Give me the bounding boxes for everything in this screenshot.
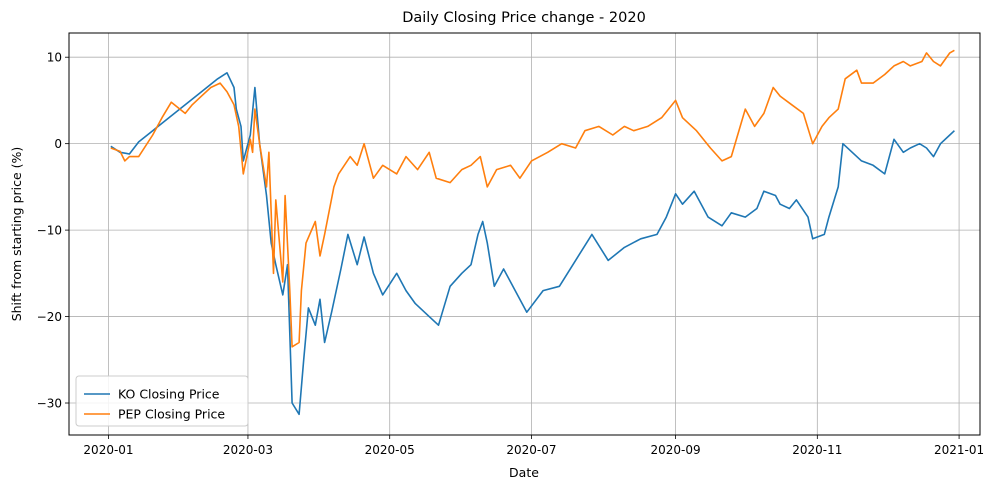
legend-label-pep: PEP Closing Price xyxy=(118,407,225,422)
x-tick-label: 2020-11 xyxy=(792,443,842,457)
series-line-pep xyxy=(110,49,955,348)
x-tick-label: 2020-09 xyxy=(650,443,700,457)
legend-label-ko: KO Closing Price xyxy=(118,387,220,402)
chart-title: Daily Closing Price change - 2020 xyxy=(402,10,646,26)
y-tick-label: −10 xyxy=(37,224,62,238)
legend: KO Closing Price PEP Closing Price xyxy=(75,375,249,427)
axis-ticks: 2020-01 2020-03 2020-05 2020-07 2020-09 2020-… xyxy=(37,51,984,457)
y-tick-label: −20 xyxy=(37,310,62,324)
x-tick-label: 2021-01 xyxy=(934,443,984,457)
y-tick-label: 0 xyxy=(54,137,62,151)
x-tick-label: 2020-03 xyxy=(223,443,273,457)
y-axis-label: Shift from starting price (%) xyxy=(9,147,24,322)
x-axis-label: Date xyxy=(509,465,539,480)
x-tick-label: 2020-01 xyxy=(83,443,133,457)
x-tick-label: 2020-07 xyxy=(506,443,556,457)
series-layer xyxy=(110,49,955,416)
plot-frame xyxy=(68,32,981,436)
series-line-ko xyxy=(110,72,955,416)
y-tick-label: −30 xyxy=(37,397,62,411)
legend-box xyxy=(75,375,249,427)
y-tick-label: 10 xyxy=(47,51,62,65)
x-tick-label: 2020-05 xyxy=(365,443,415,457)
